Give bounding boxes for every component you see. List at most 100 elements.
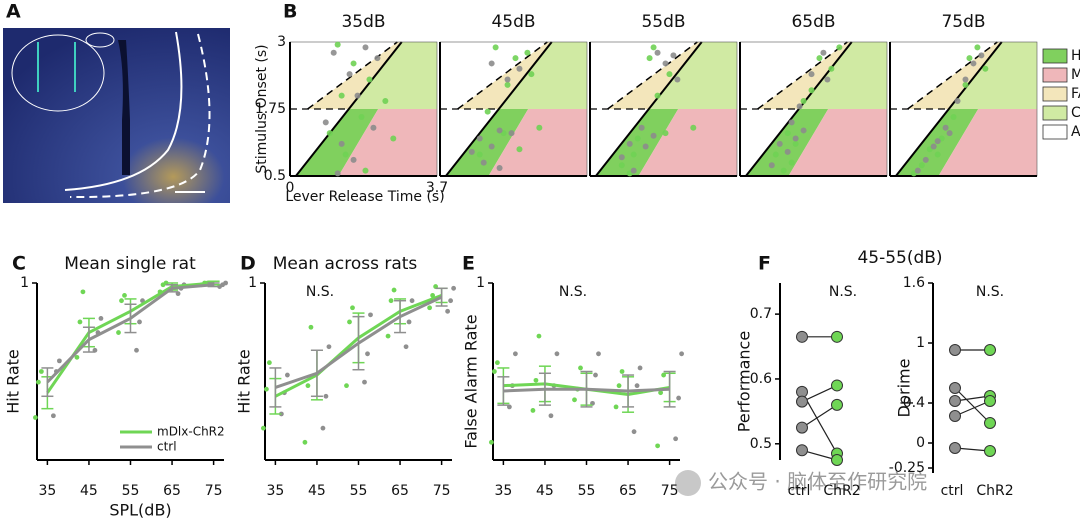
point — [650, 132, 657, 139]
dot — [308, 324, 314, 330]
point — [836, 44, 843, 51]
chart-title: 45-55(dB) — [857, 248, 942, 268]
dot — [137, 319, 142, 325]
region-m — [488, 109, 587, 176]
x-tick-label: 35 — [266, 483, 284, 499]
point — [516, 65, 523, 72]
window-line — [757, 41, 848, 110]
dot — [391, 287, 397, 293]
dot — [344, 383, 349, 389]
point — [654, 92, 661, 99]
y-tick-label: 0.7 — [750, 306, 772, 322]
point — [946, 130, 953, 137]
window-line — [457, 41, 548, 110]
x-tick-label: 65 — [391, 483, 409, 499]
x-tick-label: ChR2 — [976, 483, 1013, 499]
point — [476, 135, 483, 142]
point — [982, 65, 989, 72]
point — [690, 124, 697, 131]
point — [662, 130, 669, 137]
dot — [305, 383, 311, 389]
x-tick-label: 55 — [350, 483, 368, 499]
point — [508, 130, 515, 137]
point — [922, 156, 929, 163]
dot — [679, 351, 685, 357]
dot — [326, 344, 332, 350]
point — [326, 130, 333, 137]
mean-line — [274, 295, 443, 389]
x-tick-label: 35 — [494, 483, 512, 499]
region-cr — [498, 42, 587, 109]
point — [374, 55, 381, 62]
region-m — [638, 109, 737, 176]
x-tick-label: 35 — [38, 483, 56, 499]
criterion-line — [445, 41, 553, 177]
pair-line — [801, 384, 838, 403]
legend-swatch — [1042, 124, 1068, 140]
point — [918, 162, 925, 169]
dot — [512, 351, 518, 357]
region-m — [788, 109, 887, 176]
region-ab — [890, 109, 949, 176]
dot — [388, 298, 394, 304]
image-panel — [3, 28, 230, 203]
y-axis-label: Hit Rate — [4, 349, 23, 414]
point — [330, 49, 337, 56]
x-tick-label: 75 — [205, 483, 223, 499]
criterion-line — [595, 41, 703, 177]
point — [776, 140, 783, 147]
dot — [323, 393, 329, 399]
point — [942, 124, 949, 131]
point — [808, 71, 815, 78]
pair-line — [801, 404, 838, 429]
x-tick-label: ctrl — [941, 483, 964, 499]
dot — [368, 312, 373, 318]
point — [334, 170, 341, 177]
dot — [35, 379, 41, 385]
dot — [116, 330, 121, 335]
point — [516, 146, 523, 153]
point — [966, 55, 973, 62]
point — [468, 148, 475, 155]
point — [650, 44, 657, 51]
window-line — [907, 41, 998, 110]
dot — [593, 372, 598, 378]
point — [370, 124, 377, 131]
region-ab — [440, 109, 499, 176]
dot — [631, 429, 637, 435]
point — [796, 103, 803, 110]
micrograph — [3, 28, 230, 203]
legend-swatch — [1042, 67, 1068, 83]
x-tick-label: 65 — [619, 483, 637, 499]
panel-letter: F — [758, 253, 771, 275]
point — [974, 44, 981, 51]
point — [824, 76, 831, 83]
legend-label: CR — [1071, 105, 1080, 121]
point — [984, 417, 996, 429]
point — [362, 44, 369, 51]
region-cr — [798, 42, 887, 109]
y-axis-label: False Alarm Rate — [462, 314, 481, 448]
dot — [530, 408, 536, 413]
point — [949, 382, 961, 394]
point — [674, 76, 681, 83]
point — [382, 97, 389, 104]
dot — [134, 347, 139, 353]
window-line — [307, 41, 398, 110]
panel-letter: A — [6, 1, 21, 23]
y-tick-label: 0.4 — [903, 395, 925, 411]
legend-label: H — [1071, 48, 1080, 64]
point — [654, 49, 661, 56]
point — [808, 87, 815, 94]
point — [630, 151, 637, 158]
point — [949, 410, 961, 422]
atlas-outline — [11, 34, 105, 112]
point — [322, 119, 329, 126]
point — [784, 148, 791, 155]
dot — [430, 292, 436, 298]
y-axis-label: Dprime — [895, 359, 914, 418]
x-tick-label: ctrl — [788, 483, 811, 499]
point — [634, 135, 641, 142]
point — [630, 167, 637, 174]
